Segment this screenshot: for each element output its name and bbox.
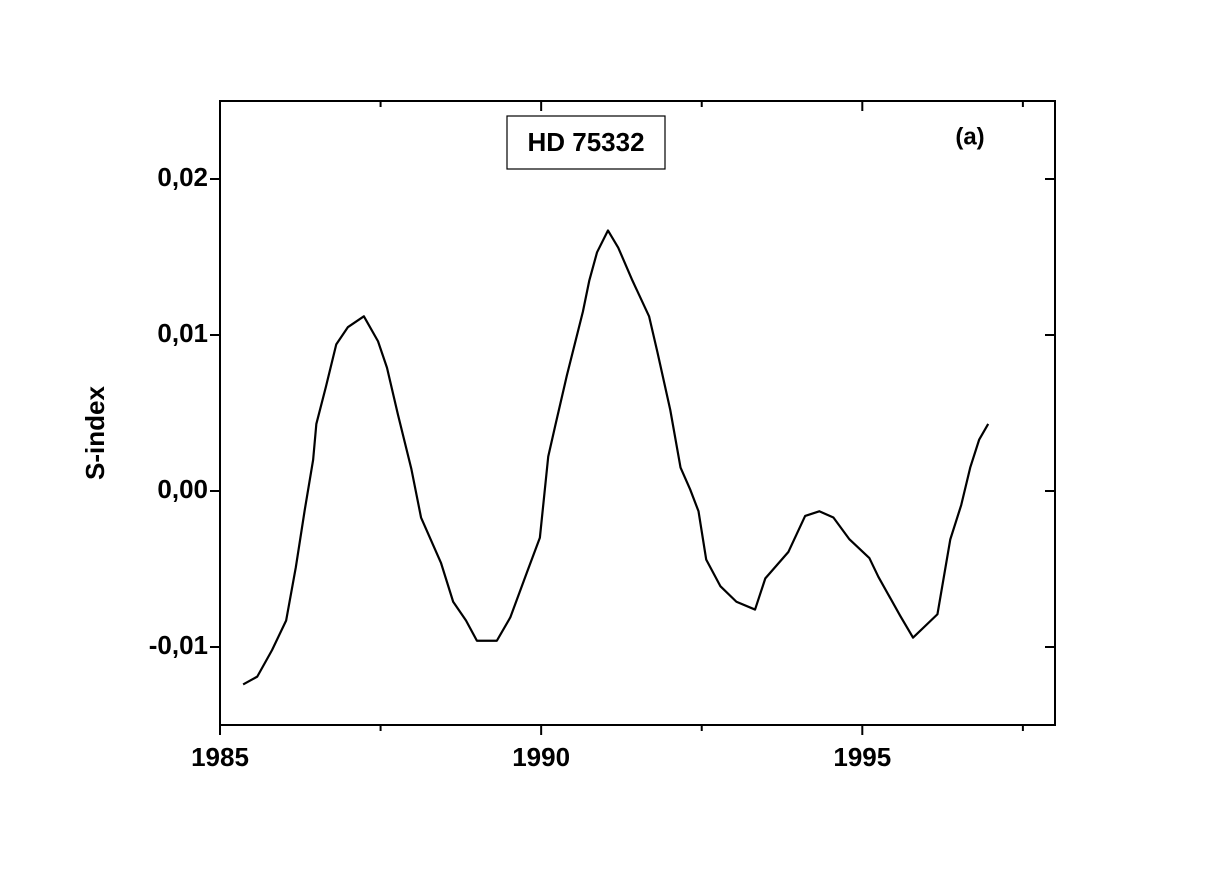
data-line — [242, 229, 990, 686]
y-tick-label: 0,00 — [157, 474, 208, 504]
title-box — [506, 115, 666, 170]
plot-frame — [219, 100, 1056, 726]
x-tick-label: 1995 — [833, 742, 891, 772]
x-tick-label: 1985 — [191, 742, 249, 772]
y-tick-label: 0,02 — [157, 162, 208, 192]
chart-title: HD 75332 — [527, 127, 644, 157]
annotation: (a) — [955, 123, 984, 150]
y-tick-label: 0,01 — [157, 318, 208, 348]
y-tick-label: -0,01 — [149, 630, 208, 660]
x-tick-label: 1990 — [512, 742, 570, 772]
y-axis-label: S-index — [80, 386, 110, 480]
